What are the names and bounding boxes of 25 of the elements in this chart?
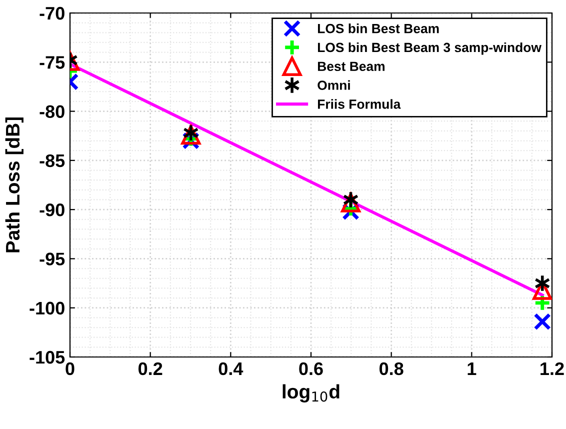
x-tick-label: 0 <box>66 362 74 376</box>
point <box>534 294 552 312</box>
legend-label: LOS bin Best Beam 3 samp-window <box>318 42 542 55</box>
legend-label: Friis Formula <box>318 99 401 109</box>
x-tick-label: 1 <box>468 362 476 375</box>
y-tick-label: -105 <box>30 350 65 364</box>
x-tick-label: 0.8 <box>380 362 404 376</box>
y-tick-label: -95 <box>40 252 65 266</box>
y-tick-label: -90 <box>40 204 64 216</box>
y-tick-label: -80 <box>40 105 64 118</box>
legend-label: Omni <box>318 80 350 90</box>
y-tick-label: -85 <box>40 154 65 168</box>
x-tick-label: 1.2 <box>540 362 564 375</box>
x-tick-label: 0.2 <box>138 362 162 376</box>
x-axis-title: log$_{10}$d <box>282 384 340 402</box>
y-tick-label: -70 <box>40 6 64 20</box>
point <box>341 192 360 212</box>
legend-label: Best Beam <box>318 62 384 72</box>
point <box>534 312 552 330</box>
x-tick-label: 0.6 <box>299 362 323 376</box>
x-tick-label: 0.4 <box>218 362 244 376</box>
legend-label: LOS bin Best Beam <box>318 24 439 34</box>
y-tick-label: -75 <box>40 56 65 69</box>
y-axis-title: Path Loss [dB] <box>5 117 24 252</box>
y-tick-label: -100 <box>30 302 64 315</box>
